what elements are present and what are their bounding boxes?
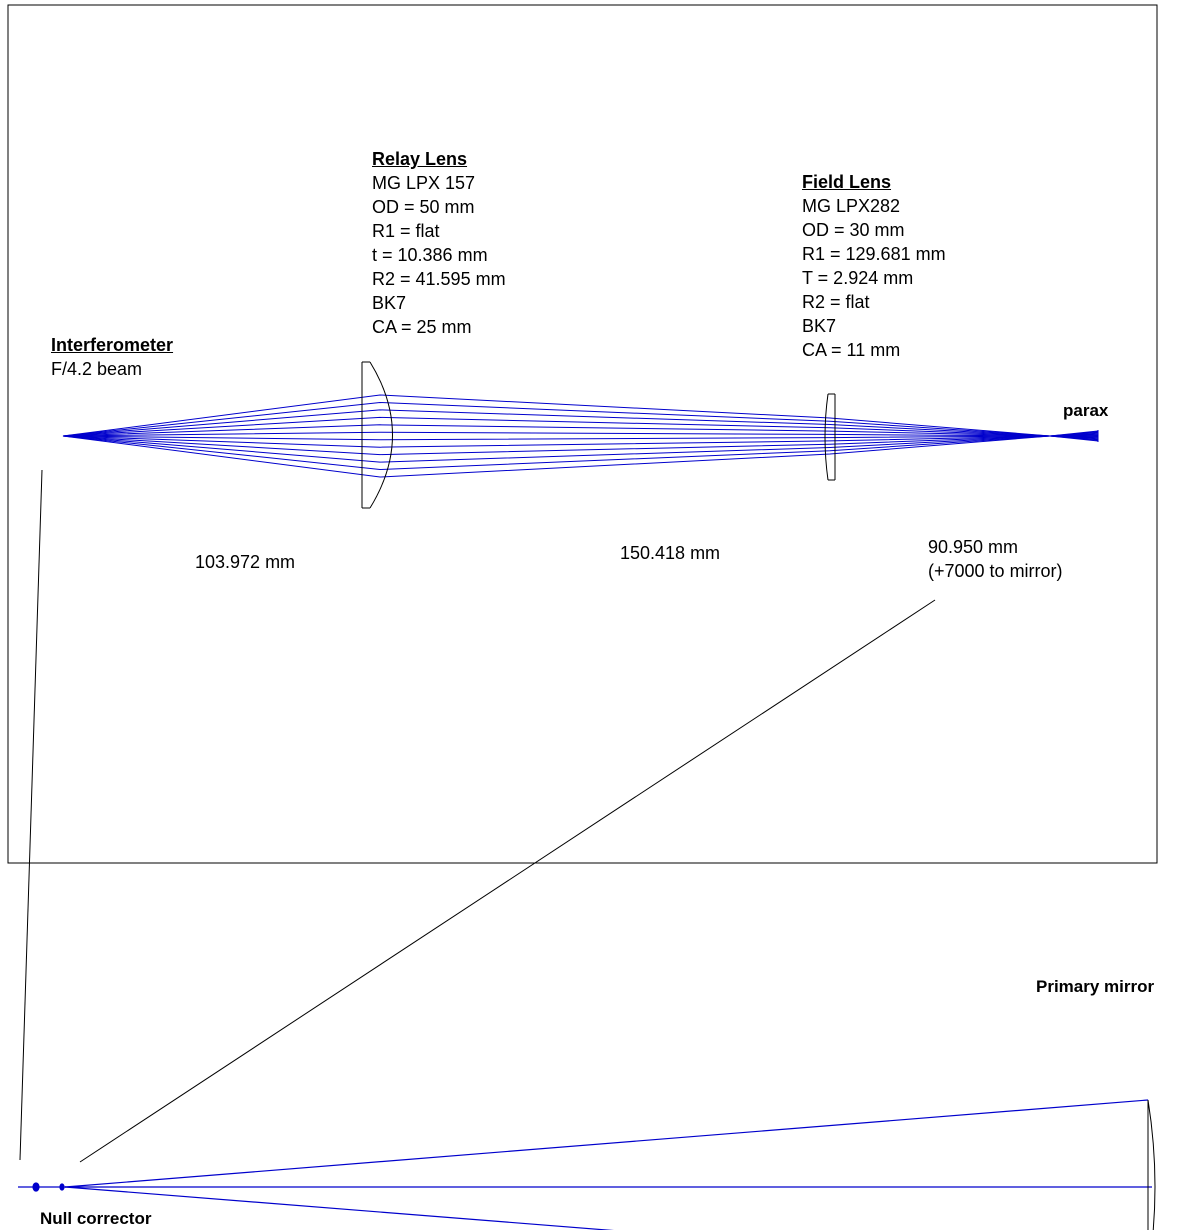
- field-lens-spec: OD = 30 mm: [802, 220, 905, 240]
- detail-inset-frame: [7, 4, 1158, 864]
- distance-relay-to-field: 150.418 mm: [620, 543, 721, 563]
- field-lens-spec: R1 = 129.681 mm: [802, 244, 946, 264]
- distance-field-value: 90.950 mm: [928, 537, 1019, 557]
- primary-mirror-shape: [1147, 1099, 1156, 1230]
- ray-fan-system: [64, 1099, 1152, 1230]
- distance-interferometer-to-relay: 103.972 mm: [195, 552, 296, 572]
- field-lens-title: Field Lens: [802, 172, 892, 192]
- relay-lens-label: Relay Lens MG LPX 157 OD = 50 mm R1 = fl…: [372, 147, 506, 339]
- interferometer-label: Interferometer F/4.2 beam: [51, 333, 173, 381]
- field-lens-shape: [824, 393, 836, 481]
- interferometer-beam: F/4.2 beam: [51, 359, 143, 379]
- primary-mirror-label: Primary mirror: [1036, 977, 1155, 996]
- distance-field-to-focus: 90.950 mm (+7000 to mirror): [928, 535, 1063, 583]
- field-lens-label: Field Lens MG LPX282 OD = 30 mm R1 = 129…: [802, 170, 946, 362]
- relay-ray: [62, 435, 1099, 441]
- distance-field-note: (+7000 to mirror): [928, 561, 1063, 581]
- relay-lens-spec: BK7: [372, 293, 407, 313]
- relay-lens-shape: [361, 361, 393, 509]
- null-corrector-shape: [18, 1182, 66, 1192]
- field-lens-spec: T = 2.924 mm: [802, 268, 914, 288]
- null-corrector-label: Null corrector: [40, 1209, 152, 1228]
- relay-lens-spec: t = 10.386 mm: [372, 245, 488, 265]
- field-lens-spec: MG LPX282: [802, 196, 901, 216]
- parax-label: parax: [1063, 401, 1109, 420]
- relay-ray: [62, 431, 1099, 437]
- ray-fan-relay: [62, 394, 1099, 478]
- relay-lens-spec: CA = 25 mm: [372, 317, 472, 337]
- relay-lens-title: Relay Lens: [372, 149, 468, 169]
- field-lens-spec: BK7: [802, 316, 837, 336]
- field-lens-spec: CA = 11 mm: [802, 340, 901, 360]
- relay-lens-spec: OD = 50 mm: [372, 197, 475, 217]
- relay-lens-spec: R1 = flat: [372, 221, 440, 241]
- relay-ray: [62, 430, 1099, 478]
- interferometer-title: Interferometer: [51, 335, 174, 355]
- zoom-connector-left: [19, 469, 43, 1161]
- field-lens-spec: R2 = flat: [802, 292, 870, 312]
- relay-lens-spec: R2 = 41.595 mm: [372, 269, 506, 289]
- relay-lens-spec: MG LPX 157: [372, 173, 476, 193]
- zoom-connector-right: [79, 599, 936, 1163]
